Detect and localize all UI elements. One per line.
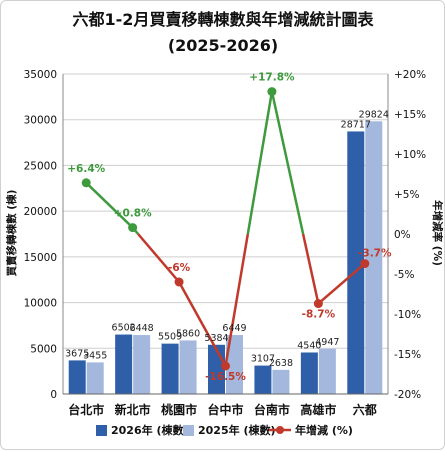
bar-2026: [68, 360, 86, 394]
bar-value-label: 28717: [341, 119, 371, 130]
y-tick-label: 5000: [30, 343, 57, 355]
bar-value-label: 4540: [297, 340, 321, 351]
bar-value-label: 2638: [269, 358, 293, 369]
bar-2025: [179, 340, 197, 394]
growth-point: [174, 277, 184, 287]
x-tick-label: 高雄市: [300, 402, 336, 417]
data-labels: 3675 6502 5509 5384 3107 4540 28717 3455 6448 586…: [65, 72, 392, 383]
legend-label-growth: 年增減 (%): [295, 423, 353, 437]
growth-point: [267, 87, 277, 97]
legend-label-2026: 2026年 (棟數): [111, 423, 189, 437]
growth-line-segment: [137, 233, 181, 283]
bar-value-label: 6502: [112, 323, 136, 334]
x-tick-label: 台南市: [254, 402, 290, 417]
growth-point: [81, 178, 91, 188]
bar-2025: [86, 362, 104, 394]
growth-value-label: -16.5%: [205, 371, 246, 383]
bar-2025: [318, 348, 336, 394]
y-tick-label: 10000: [24, 298, 57, 310]
axes: 0 5000 10000 15000 20000 25000 30000 35000 -20% -…: [24, 69, 427, 417]
legend-marker-growth: [276, 426, 284, 434]
legend-label-2025: 2025年 (棟數): [198, 423, 276, 437]
y2-tick-label: +10%: [394, 149, 426, 161]
chart-title-line-2: (2025-2026): [168, 36, 278, 55]
growth-value-label: -3.7%: [358, 248, 392, 260]
bar-value-label: 4947: [315, 337, 339, 348]
growth-line-segment: [85, 181, 134, 229]
growth-line-segment: [270, 91, 305, 235]
bar-value-label: 3675: [65, 348, 89, 359]
legend: 2026年 (棟數) 2025年 (棟數) 年增減 (%): [96, 423, 353, 437]
bar-value-label: 5509: [158, 332, 182, 343]
y-axis-title: 買賣移轉棟數 (棟): [5, 190, 18, 277]
growth-line-segment: [317, 262, 366, 305]
bar-value-label: 6448: [130, 323, 154, 334]
growth-point: [360, 259, 370, 269]
growth-value-label: +6.4%: [67, 163, 105, 175]
growth-point: [313, 299, 323, 309]
y-tick-label: 25000: [24, 160, 57, 172]
bar-value-label: 3455: [83, 350, 107, 361]
growth-value-label: +17.8%: [249, 72, 295, 84]
y2-tick-label: -15%: [394, 349, 421, 361]
bar-2026: [300, 352, 318, 394]
y-tick-label: 15000: [24, 252, 57, 264]
y-tick-label: 35000: [24, 69, 57, 81]
bar-2026: [347, 131, 365, 394]
x-tick-label: 台中市: [207, 402, 243, 417]
x-tick-label: 新北市: [115, 402, 151, 417]
bar-value-label: 5860: [176, 328, 200, 339]
y2-tick-label: -5%: [394, 269, 414, 281]
growth-line-segment: [177, 281, 227, 367]
bar-2026: [254, 365, 272, 394]
x-tick-label: 台北市: [68, 402, 104, 417]
bar-value-label: 6449: [222, 323, 246, 334]
y2-tick-label: -10%: [394, 309, 421, 321]
growth-value-label: -8.7%: [302, 309, 336, 321]
bar-value-label: 5384: [204, 333, 228, 344]
legend-swatch-2026: [96, 425, 107, 436]
bar-2025: [226, 335, 243, 394]
y-tick-label: 30000: [24, 115, 57, 127]
x-tick-label: 桃園市: [161, 402, 197, 417]
y-tick-label: 20000: [24, 206, 57, 218]
growth-value-label: +0.8%: [114, 208, 152, 220]
chart-title-line-1: 六都1-2月買賣移轉棟數與年增減統計圖表: [73, 10, 375, 29]
bar-2025: [133, 335, 151, 394]
y2-tick-label: +20%: [394, 69, 426, 81]
bars: [68, 121, 383, 394]
y2-axis-title: 年增減率 (%): [431, 200, 444, 266]
bar-2026: [161, 343, 179, 394]
x-tick-label: 六都: [353, 402, 377, 417]
bar-2025: [365, 121, 383, 394]
growth-line-segment: [301, 233, 320, 304]
growth-line-segment: [224, 233, 250, 367]
y2-tick-label: +5%: [394, 189, 419, 201]
growth-value-label: -6%: [168, 262, 191, 274]
y2-tick-label: 0%: [394, 229, 411, 241]
growth-point: [128, 223, 138, 233]
growth-line: [81, 87, 370, 371]
legend-swatch-2025: [183, 425, 194, 436]
y2-tick-label: -20%: [394, 389, 421, 401]
y2-tick-label: +15%: [394, 109, 426, 121]
y-tick-label: 0: [50, 389, 57, 401]
growth-line-segment: [246, 91, 274, 235]
growth-point: [221, 361, 230, 371]
bar-2026: [115, 334, 133, 394]
bar-value-label: 3107: [251, 354, 275, 365]
bar-value-label: 29824: [359, 109, 389, 120]
bar-2025: [272, 369, 290, 394]
